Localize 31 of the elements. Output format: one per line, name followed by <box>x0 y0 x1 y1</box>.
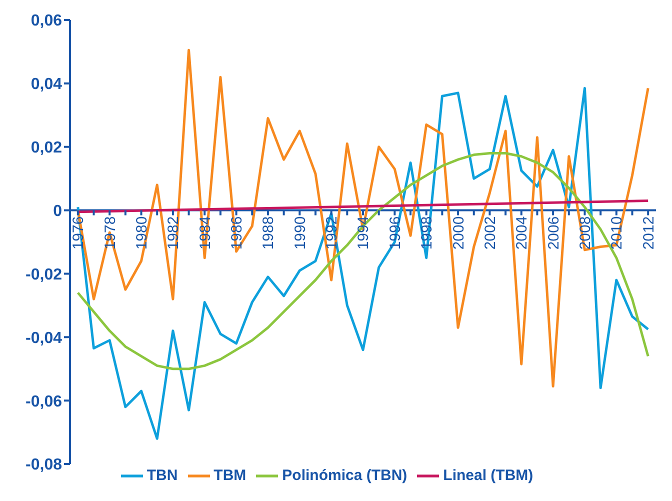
x-tick-label: 1984 <box>196 216 214 250</box>
y-tick-label: 0,02 <box>30 140 62 157</box>
x-tick-label: 1988 <box>260 216 278 250</box>
x-tick-label: 2012 <box>640 216 658 250</box>
y-tick-label: 0,06 <box>30 12 62 30</box>
x-tick-label: 1998 <box>418 216 436 250</box>
x-tick-label: 2002 <box>482 216 499 250</box>
x-tick-label: 2006 <box>545 216 562 250</box>
x-tick-label: 1996 <box>386 216 404 250</box>
y-tick-label: -0,04 <box>26 330 62 347</box>
legend-label: TBM <box>214 467 246 484</box>
y-tick-label: -0,08 <box>26 456 62 474</box>
y-tick-label: -0,02 <box>26 266 62 284</box>
legend-label: TBN <box>146 467 178 484</box>
y-tick-label: -0,06 <box>26 393 62 410</box>
x-tick-label: 1990 <box>292 216 309 250</box>
x-tick-label: 1992 <box>324 216 341 250</box>
legend-label: Lineal (TBM) <box>443 467 534 484</box>
x-tick-label: 1980 <box>134 216 151 250</box>
x-tick-label: 1978 <box>102 216 119 250</box>
x-tick-label: 2004 <box>514 216 531 250</box>
x-tick-label: 2000 <box>450 216 468 250</box>
y-tick-label: 0 <box>53 202 62 220</box>
x-tick-label: 1994 <box>355 216 372 250</box>
x-tick-label: 2010 <box>608 216 626 250</box>
x-tick-label: 2008 <box>576 216 594 250</box>
legend-label: Polinómica (TBN) <box>282 467 408 484</box>
y-tick-label: 0,04 <box>30 76 62 94</box>
x-tick-label: 1976 <box>70 216 88 250</box>
x-tick-label: 1986 <box>228 216 246 250</box>
x-tick-label: 1982 <box>165 216 182 250</box>
